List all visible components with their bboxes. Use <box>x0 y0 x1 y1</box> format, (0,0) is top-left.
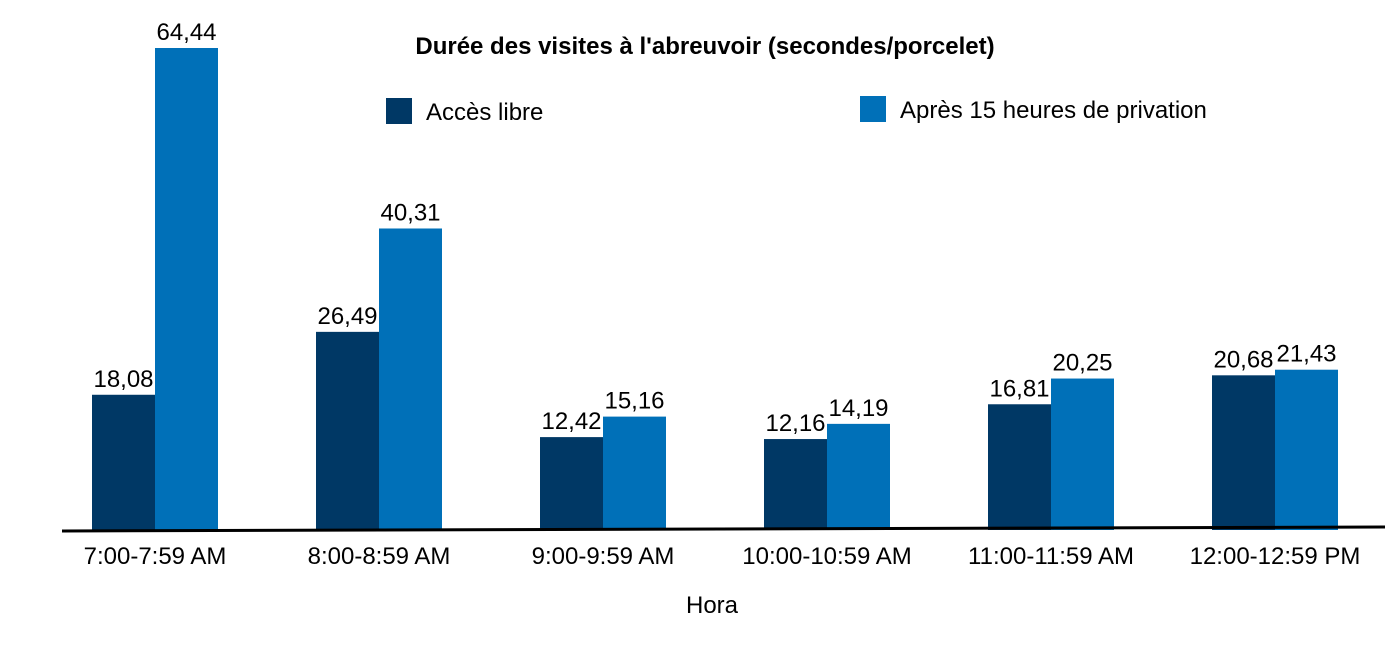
data-label: 12,16 <box>765 410 825 437</box>
x-tick-label: 7:00-7:59 AM <box>84 543 227 570</box>
legend-label: Après 15 heures de privation <box>900 97 1207 124</box>
bar <box>1275 369 1338 530</box>
data-label: 18,08 <box>93 366 153 393</box>
x-tick-label: 12:00-12:59 PM <box>1190 543 1361 570</box>
x-axis-label: Hora <box>686 592 739 619</box>
bar <box>316 331 379 530</box>
bar <box>603 416 666 530</box>
data-label: 15,16 <box>604 388 664 415</box>
x-axis-line <box>61 525 1386 533</box>
x-tick-label: 11:00-11:59 AM <box>968 543 1134 570</box>
bar <box>155 48 218 530</box>
bar <box>1212 375 1275 530</box>
bar <box>988 404 1051 530</box>
chart-title: Durée des visites à l'abreuvoir (seconde… <box>415 33 994 60</box>
bar <box>1051 378 1114 530</box>
data-label: 16,81 <box>989 375 1049 402</box>
bar <box>92 394 155 530</box>
x-tick-label: 10:00-10:59 AM <box>742 543 911 570</box>
data-label: 26,49 <box>317 303 377 330</box>
data-label: 14,19 <box>828 395 888 422</box>
x-tick-label: 9:00-9:59 AM <box>532 543 675 570</box>
legend-swatch <box>860 96 886 122</box>
data-label: 12,42 <box>541 408 601 435</box>
data-label: 20,25 <box>1052 350 1112 377</box>
legend-label: Accès libre <box>426 99 543 126</box>
legend-swatch <box>386 98 412 124</box>
x-tick-label: 8:00-8:59 AM <box>308 543 451 570</box>
data-label: 40,31 <box>380 199 440 226</box>
bar <box>379 228 442 530</box>
data-label: 64,44 <box>156 19 216 46</box>
bar <box>764 439 827 530</box>
data-label: 21,43 <box>1276 341 1336 368</box>
bar <box>540 437 603 530</box>
bar <box>827 423 890 530</box>
data-label: 20,68 <box>1213 346 1273 373</box>
